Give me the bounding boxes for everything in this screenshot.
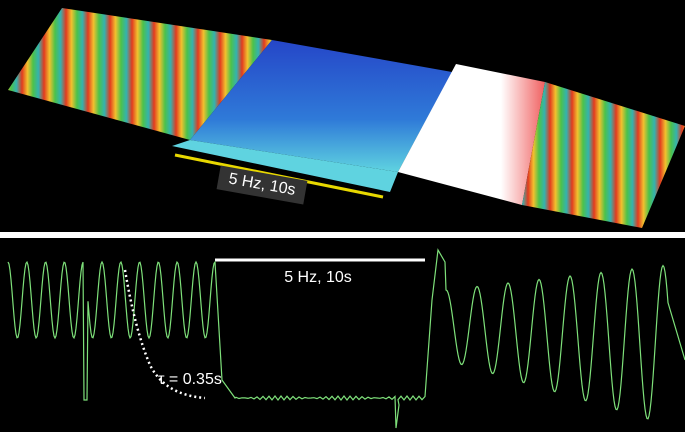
label-box — [216, 165, 308, 205]
surface-right — [522, 82, 685, 228]
surface-middle — [190, 40, 452, 172]
surface-right-white — [398, 64, 545, 205]
surface-left — [8, 8, 272, 140]
tau-label: τ = 0.35s — [158, 371, 222, 388]
trace — [7, 248, 685, 429]
bottom-panel — [0, 238, 685, 432]
surface-middle-edge — [172, 140, 398, 192]
stimulus-label-bottom: 5 Hz, 10s — [284, 269, 352, 286]
